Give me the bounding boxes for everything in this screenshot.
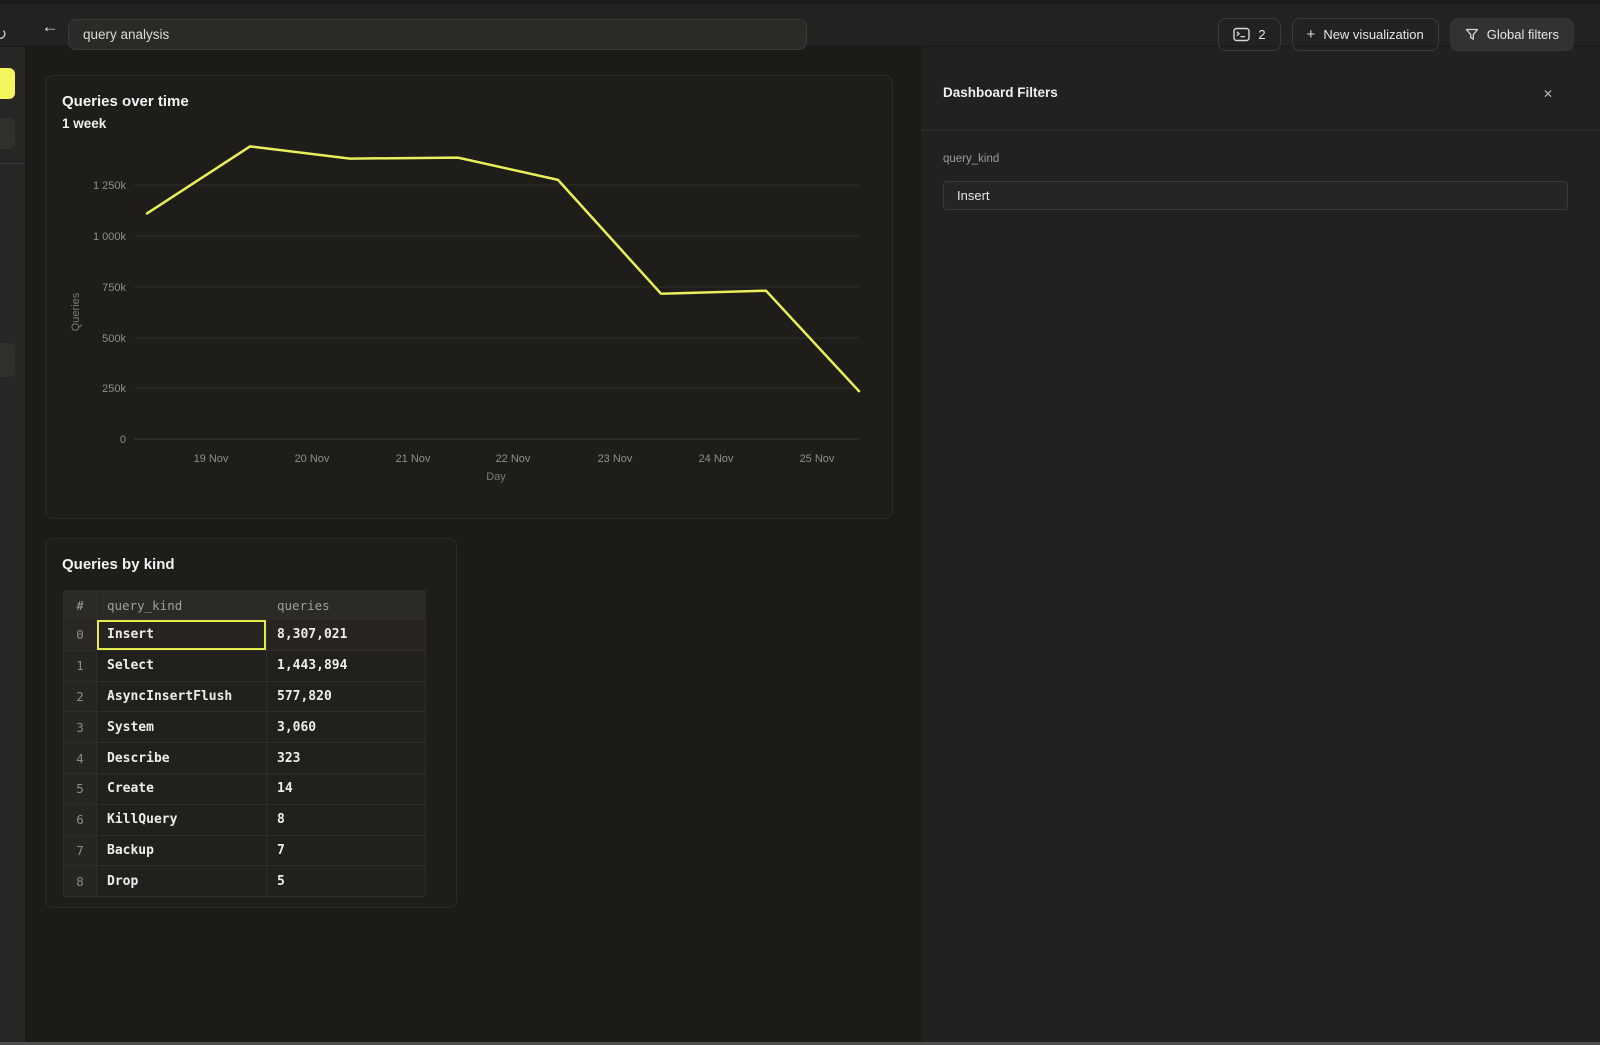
query-kind-cell[interactable]: Backup (96, 835, 267, 866)
query-kind-cell[interactable]: Drop (96, 865, 267, 896)
y-tick-label: 1 250k (93, 180, 127, 192)
row-index-cell: 3 (64, 711, 96, 742)
x-tick-label: 23 Nov (598, 453, 633, 465)
terminal-icon (1233, 27, 1250, 42)
table-row[interactable]: 3System3,060 (64, 711, 425, 742)
global-filters-label: Global filters (1487, 27, 1559, 42)
filters-panel-title: Dashboard Filters (943, 85, 1058, 100)
table-row[interactable]: 4Describe323 (64, 742, 425, 773)
sidebar-item[interactable] (0, 118, 15, 149)
new-visualization-label: New visualization (1323, 27, 1423, 42)
funnel-icon (1465, 28, 1479, 42)
column-header-queries[interactable]: queries (267, 591, 426, 619)
queries-over-time-card[interactable]: 1 250k 1 000k 750k 500k 250k 0 19 Nov 20 Nov 21 … (45, 75, 893, 519)
table-header-row: #query_kindqueries (64, 591, 425, 619)
query-kind-cell[interactable]: Select (96, 650, 267, 681)
row-index-cell: 5 (64, 773, 96, 804)
row-index-cell: 6 (64, 804, 96, 835)
panel-divider (921, 130, 1600, 131)
queries-cell: 5 (267, 865, 426, 896)
row-index-cell: 2 (64, 681, 96, 712)
table-row[interactable]: 8Drop5 (64, 865, 425, 896)
sidebar-item-active[interactable] (0, 68, 15, 99)
queries-cell: 1,443,894 (267, 650, 426, 681)
row-index-cell: 1 (64, 650, 96, 681)
queries-over-time-chart[interactable]: 1 250k 1 000k 750k 500k 250k 0 19 Nov 20 Nov 21 … (46, 76, 894, 520)
queries-line-series[interactable] (147, 146, 859, 391)
x-tick-label: 21 Nov (396, 453, 431, 465)
query-kind-filter-label: query_kind (943, 153, 999, 165)
row-index-cell: 7 (64, 835, 96, 866)
left-sidebar (0, 47, 26, 1045)
queries-by-kind-card[interactable]: Queries by kind #query_kindqueries0Inser… (45, 538, 457, 908)
row-index-cell: 4 (64, 742, 96, 773)
column-header-index[interactable]: # (64, 591, 96, 619)
plus-icon: + (1307, 26, 1316, 43)
query-kind-cell[interactable]: KillQuery (96, 804, 267, 835)
topbar: ↻ ← 2 + New visualization Global filters (0, 0, 1600, 47)
queries-by-kind-table: #query_kindqueries0Insert8,307,0211Selec… (63, 590, 426, 897)
back-button[interactable]: ← (38, 15, 62, 39)
chart-subtitle: 1 week (62, 116, 106, 131)
queries-cell: 8,307,021 (267, 619, 426, 650)
sidebar-item[interactable] (0, 343, 15, 377)
new-visualization-button[interactable]: + New visualization (1292, 18, 1439, 51)
table-row[interactable]: 7Backup7 (64, 835, 425, 866)
query-kind-cell[interactable]: Describe (96, 742, 267, 773)
table-row[interactable]: 1Select1,443,894 (64, 650, 425, 681)
query-kind-filter-input[interactable] (943, 181, 1568, 210)
x-tick-label: 22 Nov (496, 453, 531, 465)
queries-cell: 3,060 (267, 711, 426, 742)
query-kind-cell[interactable]: System (96, 711, 267, 742)
refresh-icon[interactable]: ↻ (0, 25, 7, 45)
queries-cell: 14 (267, 773, 426, 804)
sidebar-divider (0, 163, 26, 164)
y-axis-title: Queries (70, 292, 82, 331)
query-kind-cell[interactable]: AsyncInsertFlush (96, 681, 267, 712)
query-kind-cell[interactable]: Insert (96, 619, 267, 650)
chart-title: Queries over time (62, 93, 189, 110)
global-filters-button[interactable]: Global filters (1450, 18, 1574, 51)
table-title: Queries by kind (62, 556, 175, 573)
table-row[interactable]: 0Insert8,307,021 (64, 619, 425, 650)
x-tick-label: 19 Nov (194, 453, 229, 465)
y-tick-label: 750k (102, 282, 126, 294)
console-count-button[interactable]: 2 (1218, 18, 1280, 51)
dashboard-title-input[interactable] (68, 19, 807, 50)
queries-cell: 8 (267, 804, 426, 835)
queries-cell: 577,820 (267, 681, 426, 712)
table-row[interactable]: 6KillQuery8 (64, 804, 425, 835)
y-tick-label: 500k (102, 333, 126, 345)
table-row[interactable]: 5Create14 (64, 773, 425, 804)
table-row[interactable]: 2AsyncInsertFlush577,820 (64, 681, 425, 712)
x-tick-label: 20 Nov (295, 453, 330, 465)
query-kind-cell[interactable]: Create (96, 773, 267, 804)
x-tick-label: 25 Nov (800, 453, 835, 465)
x-axis-title: Day (486, 471, 506, 483)
dashboard-canvas: 1 250k1 000k750k500k250k019 Nov20 Nov21 … (27, 47, 920, 1045)
queries-cell: 323 (267, 742, 426, 773)
row-index-cell: 0 (64, 619, 96, 650)
queries-cell: 7 (267, 835, 426, 866)
y-tick-label: 0 (120, 434, 126, 446)
row-index-cell: 8 (64, 865, 96, 896)
y-tick-label: 250k (102, 383, 126, 395)
x-tick-label: 24 Nov (699, 453, 734, 465)
column-header-query-kind[interactable]: query_kind (96, 591, 267, 619)
dashboard-filters-panel: Dashboard Filters ✕ query_kind (920, 47, 1600, 1045)
y-tick-label: 1 000k (93, 231, 127, 243)
close-icon[interactable]: ✕ (1538, 84, 1558, 104)
console-count: 2 (1258, 27, 1265, 42)
topbar-actions: 2 + New visualization Global filters (1218, 18, 1574, 51)
